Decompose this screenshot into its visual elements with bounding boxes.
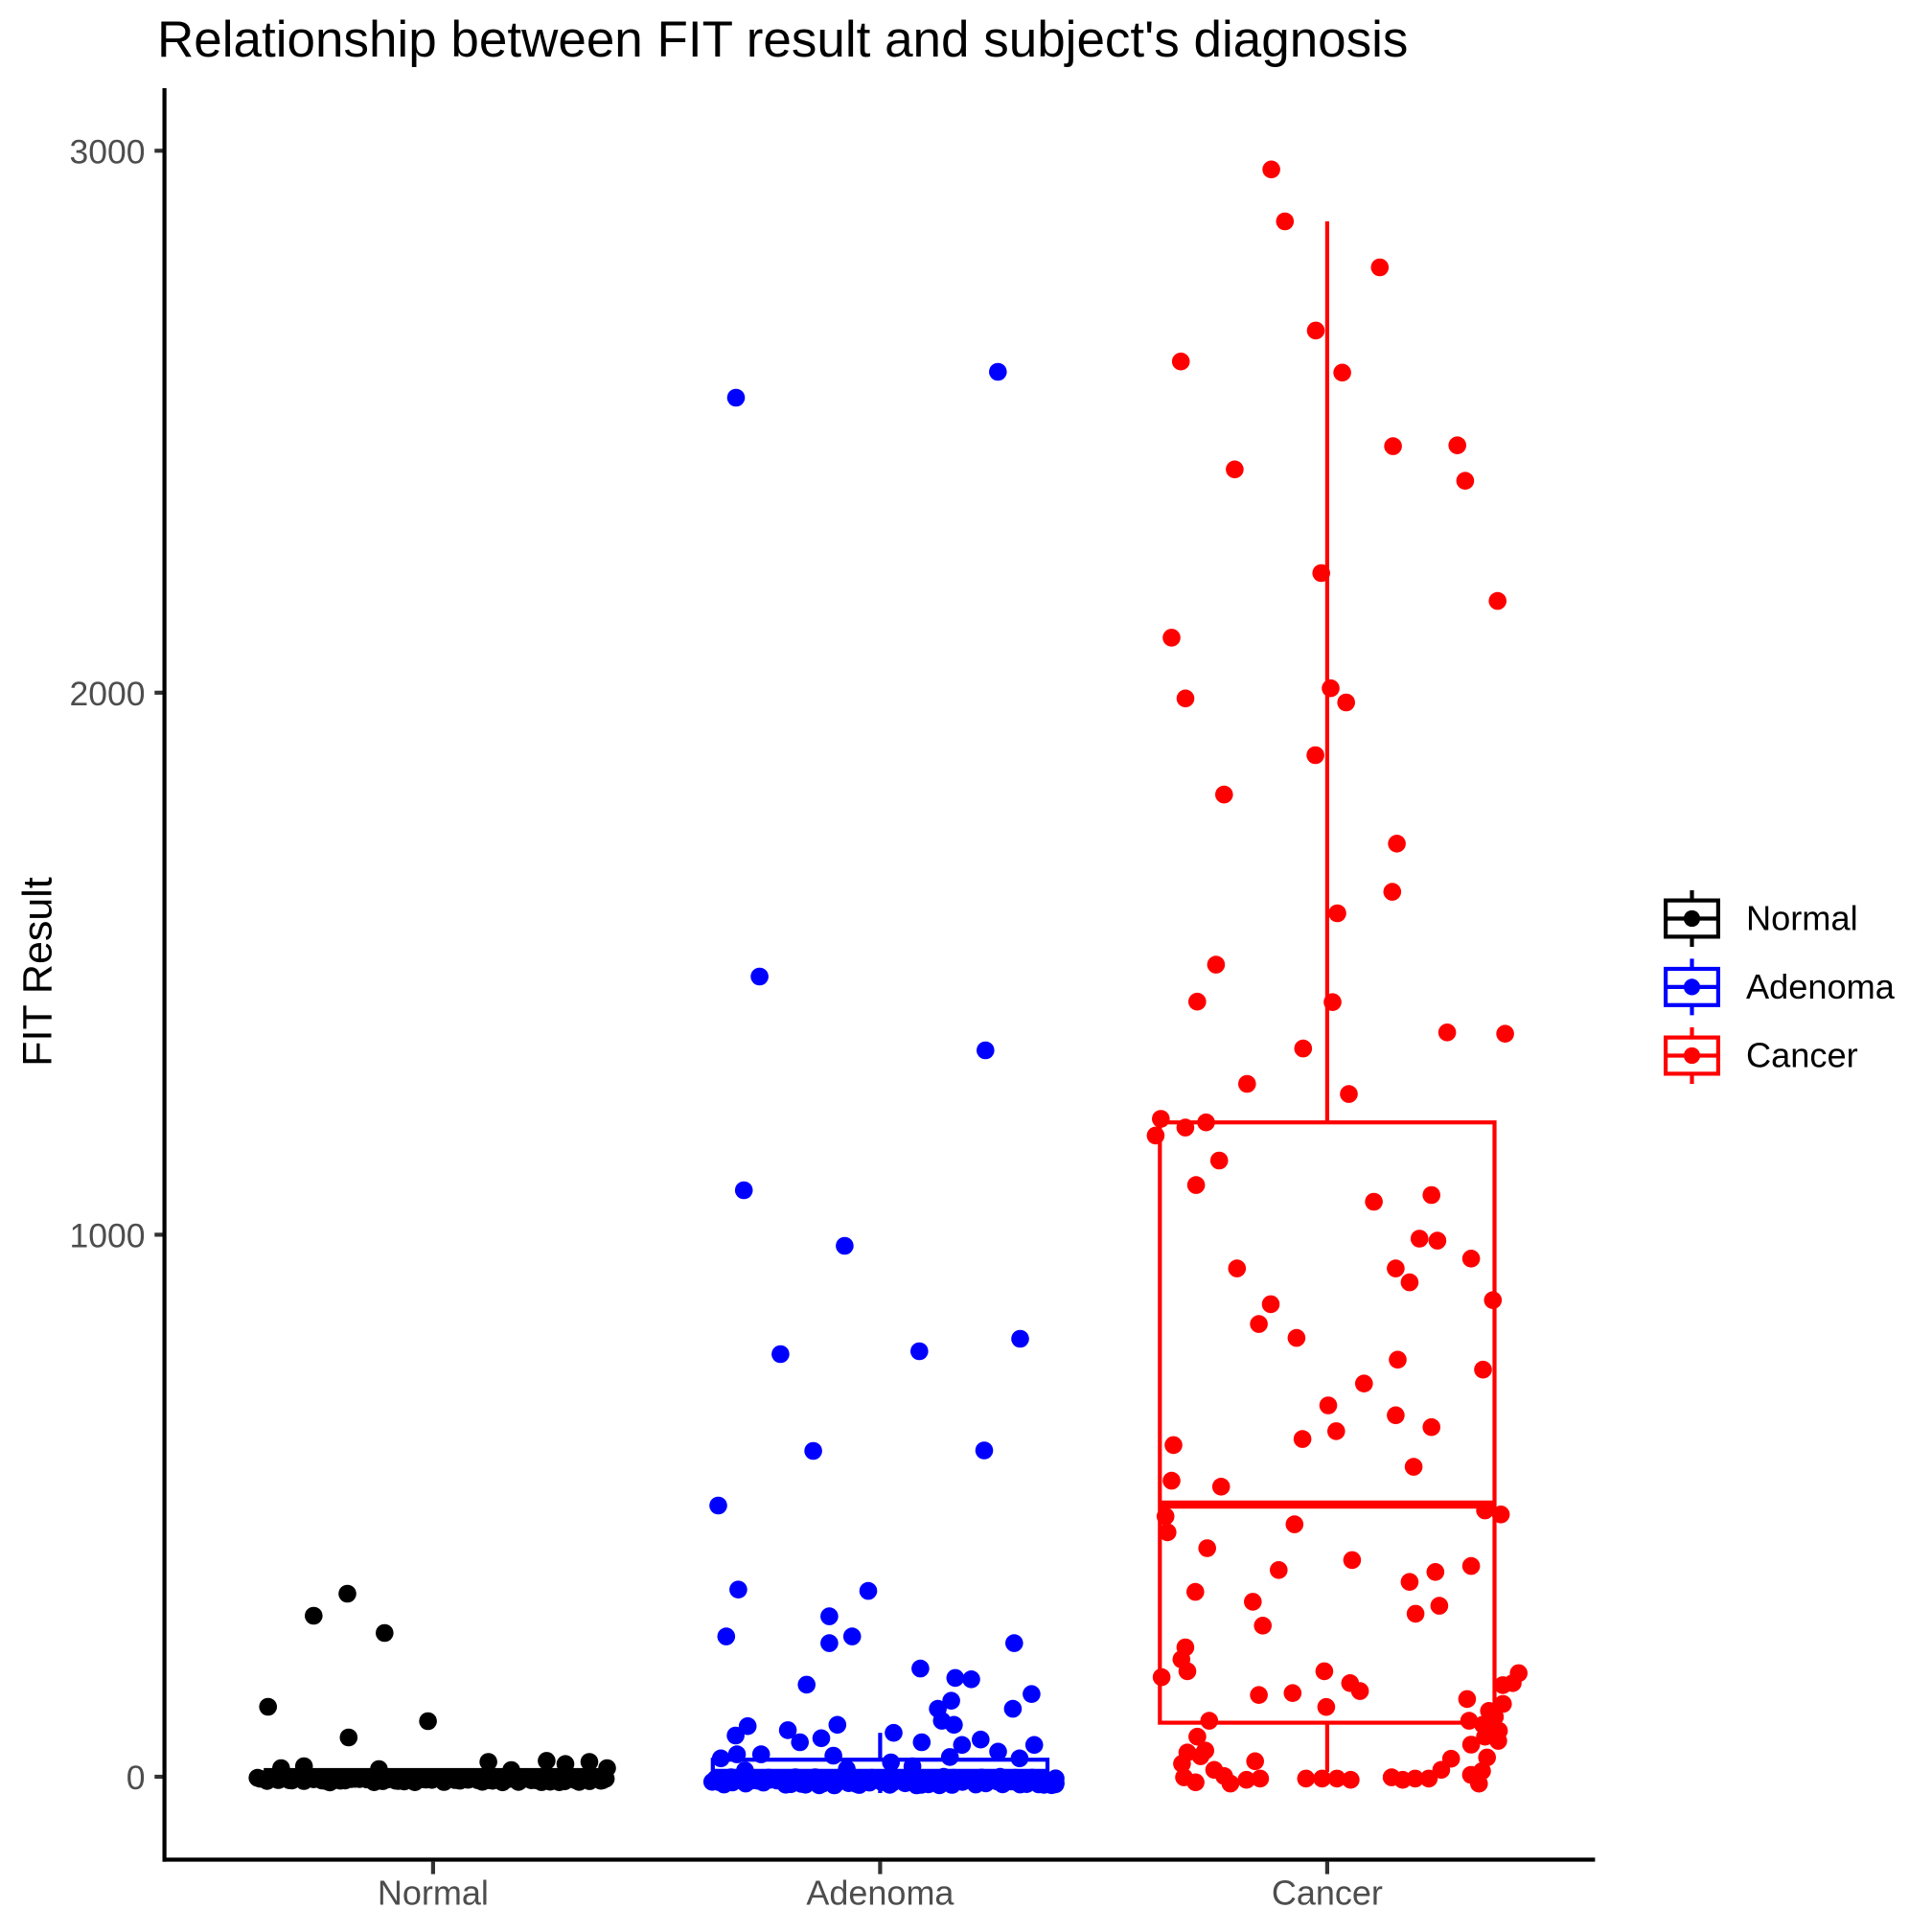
- svg-text:Adenoma: Adenoma: [806, 1874, 954, 1913]
- svg-text:Adenoma: Adenoma: [1746, 967, 1896, 1006]
- svg-text:FIT Result: FIT Result: [14, 877, 60, 1067]
- svg-text:Normal: Normal: [1746, 899, 1858, 938]
- svg-text:0: 0: [126, 1759, 146, 1797]
- svg-text:Normal: Normal: [378, 1874, 489, 1913]
- svg-text:2000: 2000: [70, 675, 146, 713]
- svg-text:Cancer: Cancer: [1272, 1874, 1383, 1913]
- svg-text:Cancer: Cancer: [1746, 1036, 1858, 1075]
- svg-text:Relationship between FIT resul: Relationship between FIT result and subj…: [157, 12, 1408, 68]
- svg-text:1000: 1000: [70, 1216, 146, 1254]
- svg-text:3000: 3000: [70, 132, 146, 171]
